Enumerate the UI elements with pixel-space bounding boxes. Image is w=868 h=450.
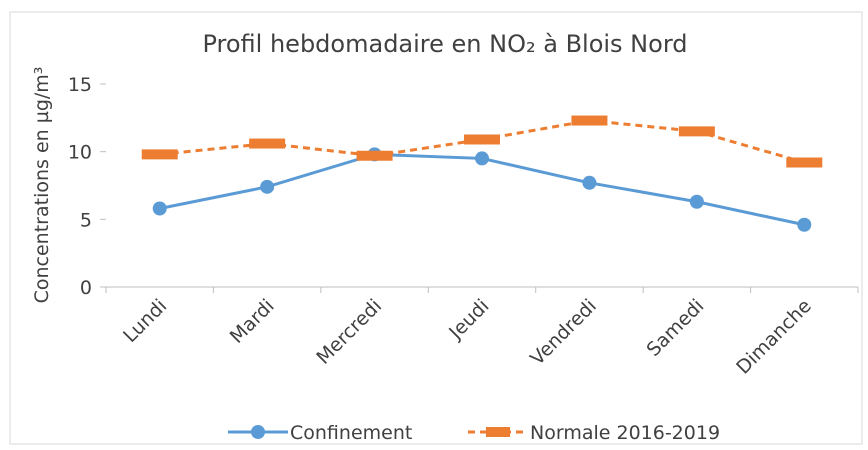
y-tick-label: 10 bbox=[68, 142, 92, 164]
marker bbox=[786, 157, 823, 168]
y-tick-label: 0 bbox=[80, 277, 92, 299]
marker bbox=[571, 115, 608, 126]
marker bbox=[249, 138, 286, 149]
y-tick-label: 5 bbox=[80, 209, 92, 231]
marker bbox=[141, 149, 178, 160]
y-tick-label: 15 bbox=[68, 74, 92, 96]
marker bbox=[797, 217, 812, 232]
marker bbox=[582, 175, 597, 190]
legend-label: Confinement bbox=[290, 422, 412, 444]
marker bbox=[152, 201, 167, 216]
chart-frame bbox=[9, 11, 863, 445]
legend-marker bbox=[251, 425, 265, 439]
marker bbox=[260, 179, 275, 194]
marker bbox=[356, 150, 393, 161]
legend-marker bbox=[486, 427, 510, 437]
marker bbox=[678, 126, 715, 137]
chart-title: Profil hebdomadaire en NO₂ à Blois Nord bbox=[202, 30, 687, 58]
marker bbox=[464, 134, 500, 145]
legend-label: Normale 2016-2019 bbox=[530, 422, 720, 444]
marker bbox=[689, 194, 704, 209]
y-axis-title: Concentrations en µg/m³ bbox=[31, 67, 53, 304]
marker bbox=[475, 151, 489, 166]
